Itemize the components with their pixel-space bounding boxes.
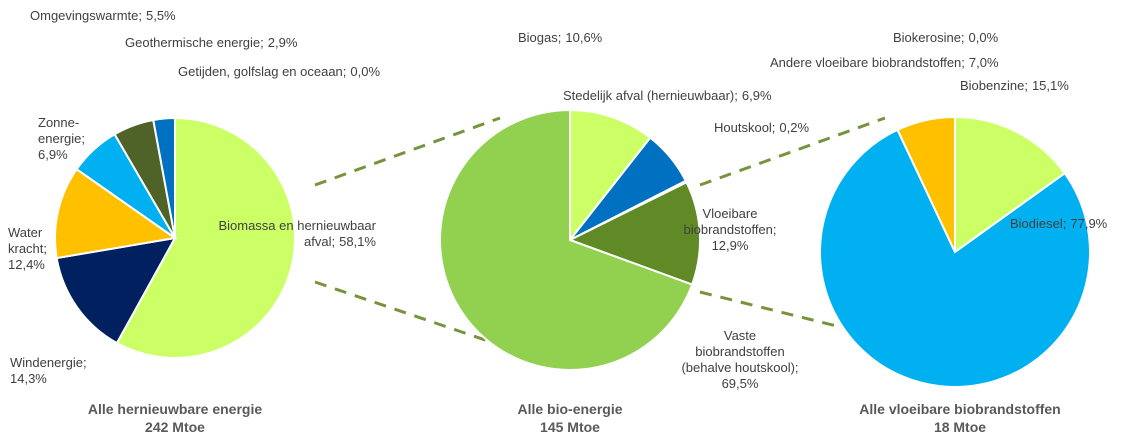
category-label: Andere vloeibare biobrandstoffen; — [770, 55, 965, 70]
slice-label: Biomassa en hernieuwbaar afval; 58,1% — [218, 218, 376, 250]
pie-title: Alle hernieuwbare energie 242 Mtoe — [25, 400, 325, 436]
slice-label: Zonne- energie; 6,9% — [38, 115, 85, 163]
category-label: Getijden, golfslag en oceaan; — [178, 64, 347, 79]
category-label: Water kracht; — [8, 225, 48, 256]
value-label: 15,1% — [1031, 78, 1069, 93]
value-label: 2,9% — [267, 35, 298, 50]
category-label: Biogas; — [518, 30, 562, 45]
value-label: 0,0% — [968, 30, 999, 45]
chart-subtitle: 145 Mtoe — [540, 419, 600, 435]
category-label: Biodiesel; — [1010, 216, 1067, 231]
slice-label: Biokerosine; 0,0% — [893, 30, 998, 46]
category-label: Omgevingswarmte; — [30, 8, 142, 23]
slice-label: Windenergie; 14,3% — [10, 355, 87, 387]
slice-label: Biobenzine; 15,1% — [960, 78, 1069, 94]
category-label: Vloeibare biobrandstoffen; — [683, 206, 777, 237]
pie-slice — [567, 180, 701, 286]
value-label: 58,1% — [339, 234, 376, 249]
value-label: 77,9% — [1070, 216, 1108, 231]
pie-slice — [55, 236, 177, 345]
category-label: Houtskool; — [714, 120, 776, 135]
chart-title: Alle hernieuwbare energie — [87, 401, 263, 417]
category-label: Zonne- energie; — [38, 115, 85, 146]
slice-label: Water kracht; 12,4% — [8, 225, 47, 273]
value-label: 12,9% — [711, 238, 749, 253]
chart-title: Alle vloeibare biobrandstoffen — [859, 401, 1061, 417]
value-label: 6,9% — [741, 88, 772, 103]
connector — [699, 116, 886, 187]
chart-title: Alle bio-energie — [517, 401, 623, 417]
slice-label: Stedelijk afval (hernieuwbaar); 6,9% — [563, 88, 772, 104]
value-label: 0,2% — [779, 120, 810, 135]
value-label: 69,5% — [721, 376, 759, 391]
slice-label: Houtskool; 0,2% — [714, 120, 809, 136]
category-label: Biomassa en hernieuwbaar afval; — [218, 218, 376, 249]
category-label: Vaste biobrandstoffen (behalve houtskool… — [681, 328, 799, 375]
value-label: 0,0% — [350, 64, 381, 79]
slice-label: Geothermische energie; 2,9% — [125, 35, 297, 51]
category-label: Geothermische energie; — [125, 35, 264, 50]
chart-subtitle: 18 Mtoe — [933, 419, 987, 435]
connector — [314, 116, 501, 187]
pie-slice — [569, 108, 652, 243]
pie-slice — [54, 167, 178, 260]
slice-label: Andere vloeibare biobrandstoffen; 7,0% — [770, 55, 999, 71]
pie-slice — [818, 128, 1091, 388]
category-label: Stedelijk afval (hernieuwbaar); — [563, 88, 738, 103]
value-label: 10,6% — [565, 30, 603, 45]
connector — [314, 280, 501, 347]
value-label: 6,9% — [38, 147, 68, 162]
category-label: Biobenzine; — [960, 78, 1028, 93]
slice-label: Biogas; 10,6% — [518, 30, 602, 46]
slice-label: Vaste biobrandstoffen (behalve houtskool… — [660, 328, 820, 392]
value-label: 7,0% — [968, 55, 999, 70]
pie-slice — [954, 115, 1067, 254]
slice-label: Biodiesel; 77,9% — [1010, 216, 1107, 232]
chart-subtitle: 242 Mtoe — [145, 419, 205, 435]
slice-label: Getijden, golfslag en oceaan; 0,0% — [178, 64, 380, 80]
slice-label: Omgevingswarmte; 5,5% — [30, 8, 176, 24]
value-label: 5,5% — [145, 8, 176, 23]
pie-slice — [115, 116, 296, 359]
pie-title: Alle bio-energie 145 Mtoe — [420, 400, 720, 436]
pie-slice — [439, 108, 694, 371]
value-label: 14,3% — [10, 371, 47, 386]
value-label: 12,4% — [8, 257, 45, 272]
category-label: Biokerosine; — [893, 30, 965, 45]
slice-label: Vloeibare biobrandstoffen; 12,9% — [660, 206, 800, 254]
category-label: Windenergie; — [10, 355, 87, 370]
pie-title: Alle vloeibare biobrandstoffen 18 Mtoe — [810, 400, 1110, 436]
